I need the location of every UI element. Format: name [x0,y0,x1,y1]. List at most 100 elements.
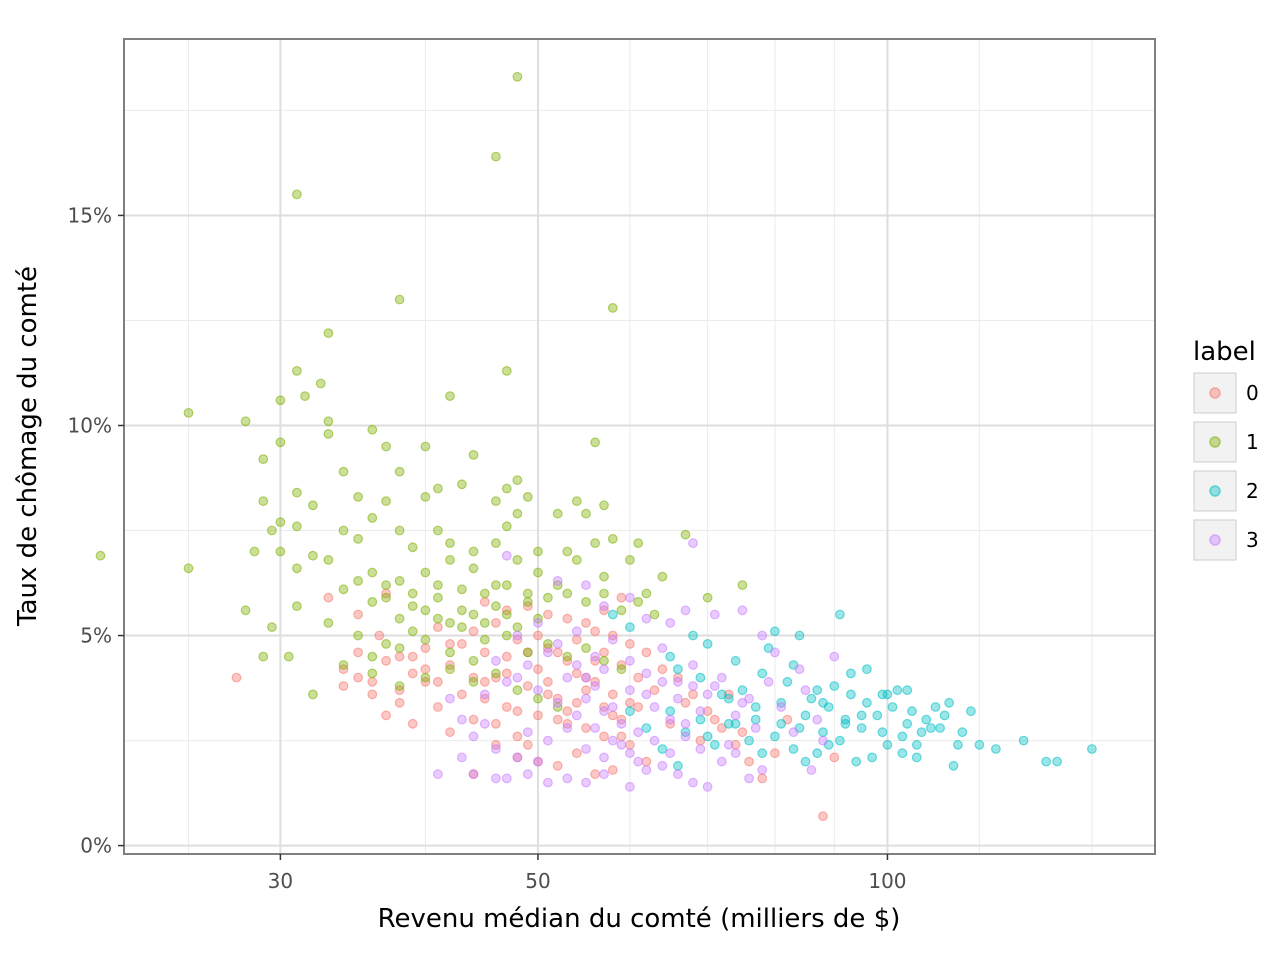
data-point [522,769,533,780]
data-point [501,609,512,620]
data-point [571,668,582,679]
data-point [657,676,668,687]
data-point [716,723,727,733]
data-point [625,706,635,717]
data-point [283,651,294,662]
data-point [625,639,635,649]
data-point [856,723,867,733]
data-point [353,492,364,502]
data-point [457,714,467,725]
data-point [744,735,754,746]
legend-key [1193,372,1237,414]
series-0 [231,588,840,822]
data-point [533,664,543,675]
data-point [673,676,683,687]
plot-border [123,38,1156,855]
data-point [381,710,392,721]
data-point [641,668,652,679]
data-point [633,538,644,548]
data-point [776,702,787,712]
data-point [702,731,713,742]
data-point [688,689,698,700]
data-point [353,647,364,658]
data-point [367,513,378,523]
data-point [394,466,405,477]
data-point [625,592,635,603]
data-point [897,731,908,742]
data-point [512,731,523,742]
data-point [367,424,378,435]
data-point [818,697,828,708]
data-point [657,760,668,771]
data-point [750,702,761,712]
data-point [468,546,479,557]
data-point [948,760,959,771]
data-point [916,727,927,738]
data-point [788,744,799,754]
data-point [607,634,618,645]
y-tick-label: 15% [68,203,112,227]
data-point [275,517,286,527]
data-point [812,748,823,759]
data-point [420,441,431,452]
data-point [512,475,523,486]
data-point [433,769,443,780]
data-point [599,601,609,611]
data-point [770,731,780,742]
data-point [292,521,302,532]
data-point [829,651,840,662]
data-point [457,689,467,700]
data-point [835,609,845,620]
data-point [788,727,799,738]
data-point [665,714,676,725]
data-point [757,630,768,641]
data-point [599,588,609,599]
legend-marker [1209,485,1221,497]
data-point [673,693,683,704]
data-point [657,643,668,653]
data-point [552,760,563,771]
minor-gridlines [124,39,1155,854]
data-point [468,655,479,666]
data-point [846,668,856,679]
data-point [907,706,917,717]
data-point [512,685,523,696]
data-point [522,727,533,738]
data-point [757,765,768,775]
data-point [1041,756,1052,767]
data-point [433,613,443,624]
data-point [812,685,823,696]
series-3 [433,538,840,792]
data-point [258,496,269,507]
data-point [665,706,676,717]
data-point [800,710,811,721]
data-point [695,714,706,725]
data-point [641,613,652,624]
data-point [723,693,734,704]
data-point [695,706,706,717]
data-point [457,479,467,490]
data-point [688,681,698,691]
data-point [911,739,922,750]
data-point [479,618,490,628]
data-point [607,710,618,721]
data-point [562,723,573,733]
legend-marker [1209,387,1221,399]
data-point [562,651,573,662]
data-point [501,702,512,712]
data-point [770,748,780,759]
data-point [665,651,676,662]
data-point [730,718,741,729]
data-point [581,643,591,653]
data-point [338,681,349,691]
data-point [599,731,609,742]
data-point [665,748,676,759]
data-point [381,580,392,590]
data-point [562,613,573,624]
data-point [633,702,644,712]
data-point [374,630,385,641]
data-point [353,630,364,641]
x-tick-label: 50 [525,869,550,893]
data-point [420,634,431,645]
data-point [571,555,582,565]
